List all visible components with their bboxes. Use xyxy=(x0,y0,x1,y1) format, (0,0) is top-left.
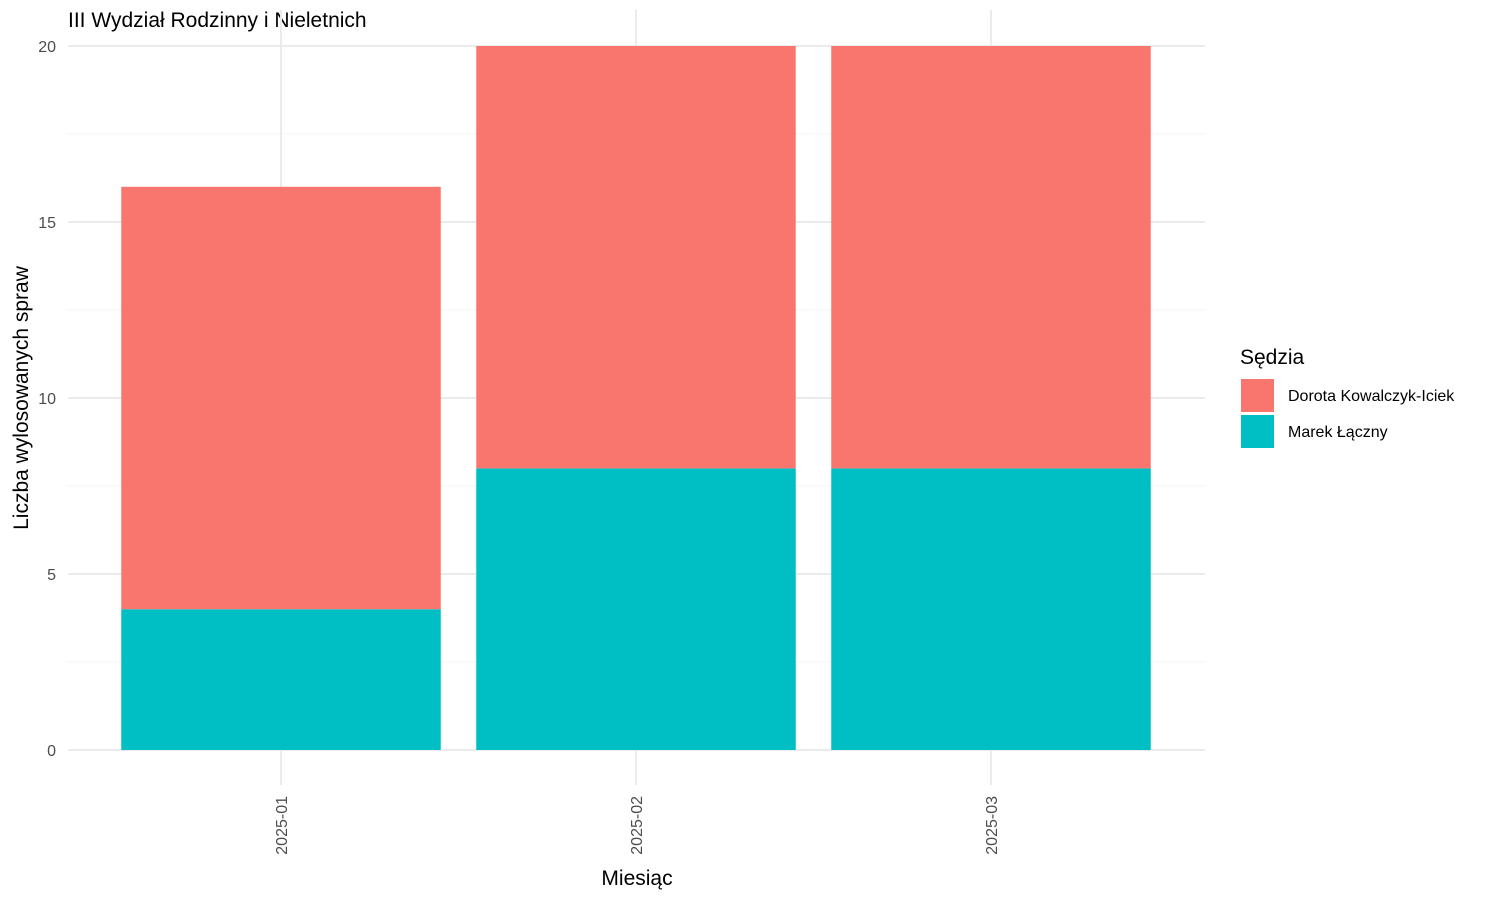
chart-title: III Wydział Rodzinny i Nieletnich xyxy=(68,9,367,32)
y-tick-label: 5 xyxy=(47,567,56,584)
bar-segment xyxy=(831,468,1151,750)
bar-segment xyxy=(476,468,796,750)
y-tick-label: 15 xyxy=(38,215,56,232)
bar-segment xyxy=(476,46,796,469)
legend-label: Marek Łączny xyxy=(1288,424,1388,441)
legend-label: Dorota Kowalczyk-Iciek xyxy=(1288,388,1455,405)
x-axis-ticks: 2025-01 2025-02 2025-03 xyxy=(274,796,1001,855)
legend-title: Sędzia xyxy=(1240,346,1305,369)
bar-segment xyxy=(831,46,1151,469)
x-axis-title: Miesiąc xyxy=(601,867,672,890)
y-tick-label: 10 xyxy=(38,391,56,408)
legend-swatch xyxy=(1241,415,1274,448)
bar-segment xyxy=(121,609,441,750)
y-axis-title: Liczba wylosowanych spraw xyxy=(10,265,33,530)
x-tick-label: 2025-02 xyxy=(629,796,646,855)
legend: Sędzia Dorota Kowalczyk-Iciek Marek Łączn… xyxy=(1240,346,1455,448)
y-tick-label: 20 xyxy=(38,39,56,56)
bar-segment xyxy=(121,186,441,610)
y-tick-label: 0 xyxy=(47,743,56,760)
x-tick-label: 2025-01 xyxy=(274,796,291,855)
legend-swatch xyxy=(1241,379,1274,412)
x-tick-label: 2025-03 xyxy=(984,796,1001,855)
y-axis-ticks: 0 5 10 15 20 xyxy=(38,39,56,760)
bars xyxy=(121,46,1151,750)
